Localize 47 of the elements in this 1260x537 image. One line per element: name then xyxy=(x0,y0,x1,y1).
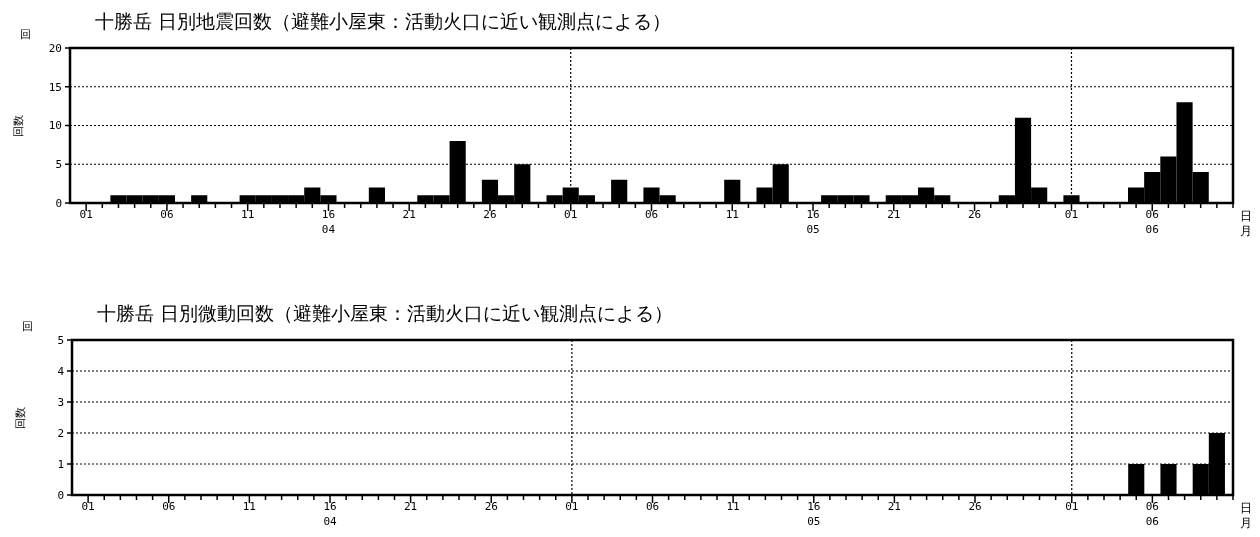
text: 回 xyxy=(22,320,33,333)
y-tick-label: 20 xyxy=(48,41,62,55)
x-tick-label: 01 xyxy=(565,500,579,513)
x-tick-label: 01 xyxy=(1064,208,1079,221)
x-tick-label: 16 05 xyxy=(806,208,820,236)
y-tick-label: 5 xyxy=(55,158,62,172)
x-tick-label: 01 xyxy=(81,500,95,513)
y-tick-label: 3 xyxy=(57,395,64,409)
x-tick-label: 16 05 xyxy=(807,500,821,528)
y-tick-label: 10 xyxy=(48,119,62,133)
chart-title: 十勝岳 日別地震回数（避難小屋東：活動火口に近い観測点による） xyxy=(95,10,672,32)
x-axis-title: 日月 xyxy=(1240,209,1252,238)
x-tick-label: 06 xyxy=(160,208,174,221)
x-tick-label: 01 xyxy=(564,208,578,221)
x-tick-label: 01 xyxy=(1065,500,1079,513)
x-tick-label: 11 xyxy=(726,500,740,513)
x-tick-label: 06 xyxy=(645,500,660,513)
x-tick-label: 16 04 xyxy=(323,500,337,528)
y-axis-title: 回数 xyxy=(14,406,27,429)
y-tick-label: 0 xyxy=(55,196,62,210)
y-axis-title: 回数 xyxy=(12,114,25,137)
x-tick-label: 26 xyxy=(483,208,497,221)
x-tick-label: 11 xyxy=(242,500,256,513)
x-tick-label: 11 xyxy=(725,208,739,221)
x-tick-label: 21 xyxy=(404,500,418,513)
x-tick-label: 21 xyxy=(887,208,901,221)
y-tick-label: 15 xyxy=(48,80,62,94)
y-tick-label: 4 xyxy=(57,364,65,378)
text: 回 xyxy=(20,28,31,41)
y-tick-label: 2 xyxy=(57,426,64,440)
x-tick-label: 01 xyxy=(79,208,93,221)
y-tick-label: 5 xyxy=(57,333,64,347)
x-tick-label: 21 xyxy=(887,500,901,513)
y-tick-label: 1 xyxy=(57,457,64,471)
y-tick-label: 0 xyxy=(57,488,64,502)
x-tick-label: 16 04 xyxy=(321,208,336,236)
x-tick-label: 06 06 xyxy=(1145,500,1159,528)
x-tick-label: 06 xyxy=(644,208,659,221)
x-tick-label: 26 xyxy=(484,500,498,513)
x-axis-title: 日月 xyxy=(1240,501,1252,530)
chart-title: 十勝岳 日別微動回数（避難小屋東：活動火口に近い観測点による） xyxy=(97,302,674,324)
x-tick-label: 11 xyxy=(241,208,255,221)
x-tick-label: 06 xyxy=(162,500,176,513)
x-tick-label: 26 xyxy=(968,500,982,513)
x-tick-label: 26 xyxy=(967,208,982,221)
x-tick-label: 21 xyxy=(402,208,416,221)
x-tick-label: 06 06 xyxy=(1145,208,1159,236)
